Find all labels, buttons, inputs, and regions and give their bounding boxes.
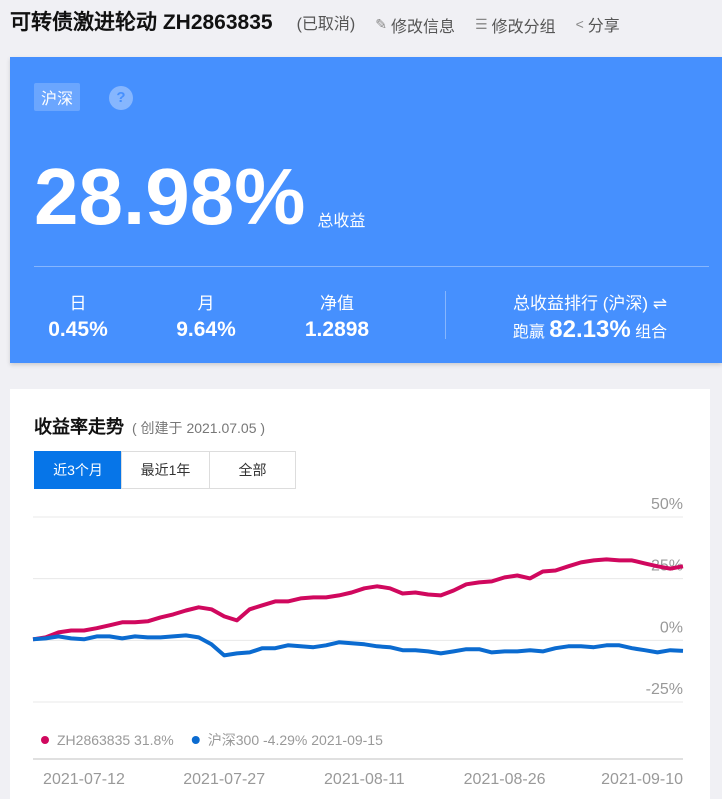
share-icon: <	[575, 16, 584, 32]
x-tick-label: 2021-09-10	[601, 771, 683, 788]
chart-subtitle: ( 创建于 2021.07.05 )	[132, 420, 266, 436]
total-return: 28.98%	[34, 152, 306, 241]
list-icon: ☰	[475, 16, 488, 32]
x-tick-label: 2021-07-27	[183, 771, 265, 788]
series-line-portfolio	[32, 557, 684, 642]
legend-marker	[41, 736, 49, 744]
tab-1-year[interactable]: 最近1年	[121, 451, 210, 489]
header: 可转债激进轮动 ZH2863835 (已取消) ✎ 修改信息 ☰ 修改分组 < 分享	[10, 6, 722, 37]
chart-heading: 收益率走势 ( 创建于 2021.07.05 )	[34, 413, 265, 439]
series-line-benchmark	[32, 633, 684, 658]
legend-label: 沪深300 -4.29% 2021-09-15	[208, 732, 383, 748]
y-tick-label: -25%	[646, 681, 683, 698]
chart-title: 收益率走势	[34, 417, 124, 437]
y-tick-label: 0%	[660, 619, 683, 636]
tab-3-months[interactable]: 近3个月	[34, 451, 122, 489]
stat-nav: 净值 1.2898	[304, 294, 370, 341]
portfolio-title: 可转债激进轮动 ZH2863835	[10, 11, 273, 34]
help-icon[interactable]: ?	[109, 86, 133, 110]
status-label: (已取消)	[296, 16, 356, 33]
total-return-label: 总收益	[317, 213, 366, 230]
chart-card: 收益率走势 ( 创建于 2021.07.05 ) 近3个月 最近1年 全部	[10, 389, 710, 799]
market-badge: 沪深	[34, 83, 81, 111]
legend-label: ZH2863835 31.8%	[57, 732, 174, 748]
total-return-row: 28.98% 总收益	[34, 157, 365, 237]
divider	[445, 291, 446, 339]
summary-card: 沪深 ? 28.98% 总收益 日 0.45% 月 9.64% 净值 1.2898 总…	[10, 57, 722, 363]
pencil-icon: ✎	[375, 16, 387, 32]
tab-all[interactable]: 全部	[209, 451, 296, 489]
swap-icon[interactable]: ⇌	[652, 294, 668, 313]
y-tick-label: 50%	[651, 496, 683, 513]
rank-block[interactable]: 总收益排行 (沪深) ⇌ 跑赢 82.13% 组合	[512, 294, 668, 343]
edit-info-button[interactable]: ✎ 修改信息	[375, 16, 456, 36]
x-tick-label: 2021-08-11	[324, 771, 405, 788]
edit-group-button[interactable]: ☰ 修改分组	[475, 16, 556, 36]
stat-monthly: 月 9.64%	[176, 294, 236, 341]
x-tick-label: 2021-07-12	[43, 771, 125, 788]
divider	[34, 266, 709, 267]
stat-daily: 日 0.45%	[48, 294, 108, 341]
x-tick-label: 2021-08-26	[464, 771, 546, 788]
legend-marker	[191, 736, 200, 744]
share-button[interactable]: < 分享	[575, 16, 620, 35]
